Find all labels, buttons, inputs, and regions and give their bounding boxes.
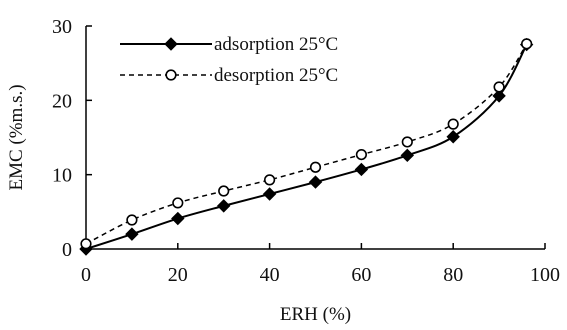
series-desorption — [80, 38, 533, 250]
desorption-point-60 — [355, 148, 368, 161]
desorption-point-70 — [401, 136, 413, 148]
x-tick-label-60: 60 — [351, 264, 371, 286]
y-tick-label-30: 30 — [52, 16, 72, 38]
axes — [85, 26, 545, 250]
x-tick-label-80: 80 — [443, 264, 463, 286]
adsorption-point-80 — [446, 130, 460, 144]
series-layer — [79, 37, 534, 256]
legend-entry-desorption: desorption 25°C — [120, 65, 338, 86]
x-tick-label-100: 100 — [530, 264, 560, 286]
legend: adsorption 25°C desorption 25°C — [120, 34, 338, 86]
desorption-point-20 — [172, 197, 184, 209]
y-tick-label-20: 20 — [52, 90, 72, 112]
x-tick-label-20: 20 — [168, 264, 188, 286]
x-tick-label-40: 40 — [260, 264, 280, 286]
adsorption-point-30 — [216, 199, 231, 213]
desorption-point-10 — [126, 214, 138, 226]
legend-label-adsorption: adsorption 25°C — [214, 34, 338, 55]
adsorption-point-50 — [308, 175, 323, 189]
desorption-point-0 — [80, 238, 92, 250]
legend-symbol-adsorption — [164, 37, 178, 51]
x-axis-title: ERH (%) — [280, 304, 351, 325]
desorption-point-90 — [493, 81, 505, 93]
adsorption-point-60 — [354, 162, 369, 177]
desorption-point-30 — [218, 185, 230, 197]
desorption-point-80 — [447, 118, 459, 130]
legend-marker-adsorption — [164, 37, 178, 51]
desorption-point-50 — [309, 161, 322, 173]
legend-marker-desorption — [165, 69, 177, 81]
adsorption-point-90 — [492, 89, 506, 103]
desorption-point-96 — [521, 38, 533, 50]
desorption-point-40 — [264, 174, 276, 186]
legend-label-desorption: desorption 25°C — [214, 65, 338, 86]
y-axis-title: EMC (%m.s.) — [6, 84, 27, 190]
adsorption-point-40 — [262, 187, 277, 201]
adsorption-point-20 — [171, 211, 185, 226]
legend-symbol-desorption — [165, 69, 177, 81]
y-tick-label-10: 10 — [52, 165, 72, 187]
x-tick-label-0: 0 — [81, 264, 91, 286]
ticks — [85, 25, 546, 250]
adsorption-point-10 — [125, 227, 139, 241]
legend-entry-adsorption: adsorption 25°C — [120, 34, 338, 55]
tick-labels: 0 10 20 30 0 20 40 60 80 100 — [52, 16, 560, 286]
y-tick-label-0: 0 — [62, 239, 72, 261]
adsorption-point-70 — [400, 148, 415, 163]
